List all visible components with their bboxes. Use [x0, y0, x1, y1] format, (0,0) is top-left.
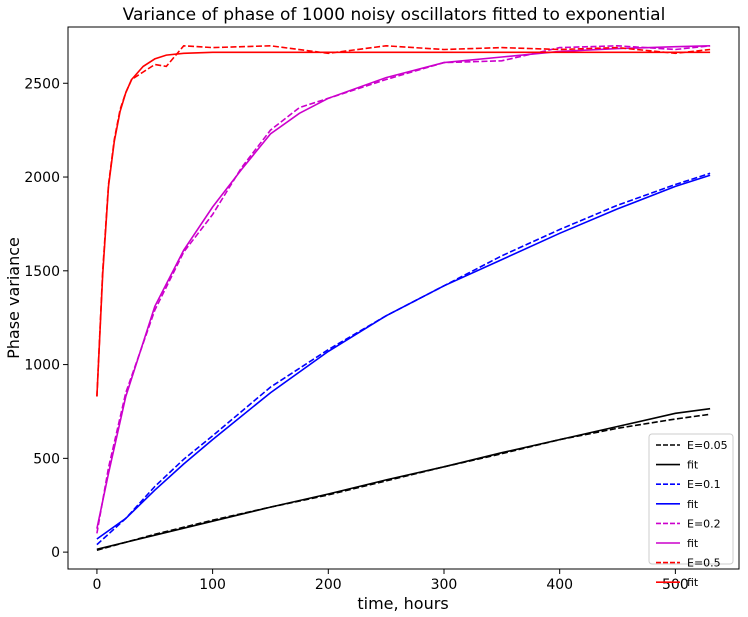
series-line-3 — [96, 174, 711, 540]
legend-label-0: E=0.05 — [687, 439, 728, 452]
legend-label-5: fit — [687, 537, 699, 550]
legend-label-4: E=0.2 — [687, 517, 721, 530]
y-tick-label: 1500 — [24, 264, 60, 280]
legend-label-7: fit — [687, 576, 699, 589]
series-line-4 — [96, 44, 711, 534]
y-tick-label: 2000 — [24, 170, 60, 186]
y-tick-label: 500 — [33, 451, 60, 467]
plot-frame — [67, 26, 740, 570]
legend-label-6: E=0.5 — [687, 557, 721, 570]
legend-label-3: fit — [687, 498, 699, 511]
x-tick-label: 200 — [315, 577, 342, 593]
x-tick-label: 0 — [92, 577, 101, 593]
series-line-1 — [96, 407, 711, 551]
legend: E=0.05 fit E=0.1 fit E=0.2 fit E=0.5 fit — [648, 433, 734, 589]
x-tick-label: 300 — [431, 577, 458, 593]
y-tick-label: 1000 — [24, 358, 60, 374]
legend-label-1: fit — [687, 459, 699, 472]
x-axis-label: time, hours — [357, 594, 448, 613]
x-tick-label: 500 — [662, 577, 689, 593]
x-tick-label: 400 — [546, 577, 573, 593]
series-line-7 — [96, 51, 711, 397]
legend-label-2: E=0.1 — [687, 478, 721, 491]
series-line-5 — [96, 45, 711, 529]
y-tick-label: 0 — [51, 545, 60, 561]
plot-area: 0 100 200 300 400 500 0 500 1000 1500 2000 2500 — [24, 26, 740, 593]
legend-box — [648, 433, 734, 565]
x-tick-label: 100 — [199, 577, 226, 593]
chart-title: Variance of phase of 1000 noisy oscillat… — [123, 5, 666, 25]
y-axis-label: Phase variance — [4, 237, 23, 359]
y-tick-label: 2500 — [24, 76, 60, 92]
